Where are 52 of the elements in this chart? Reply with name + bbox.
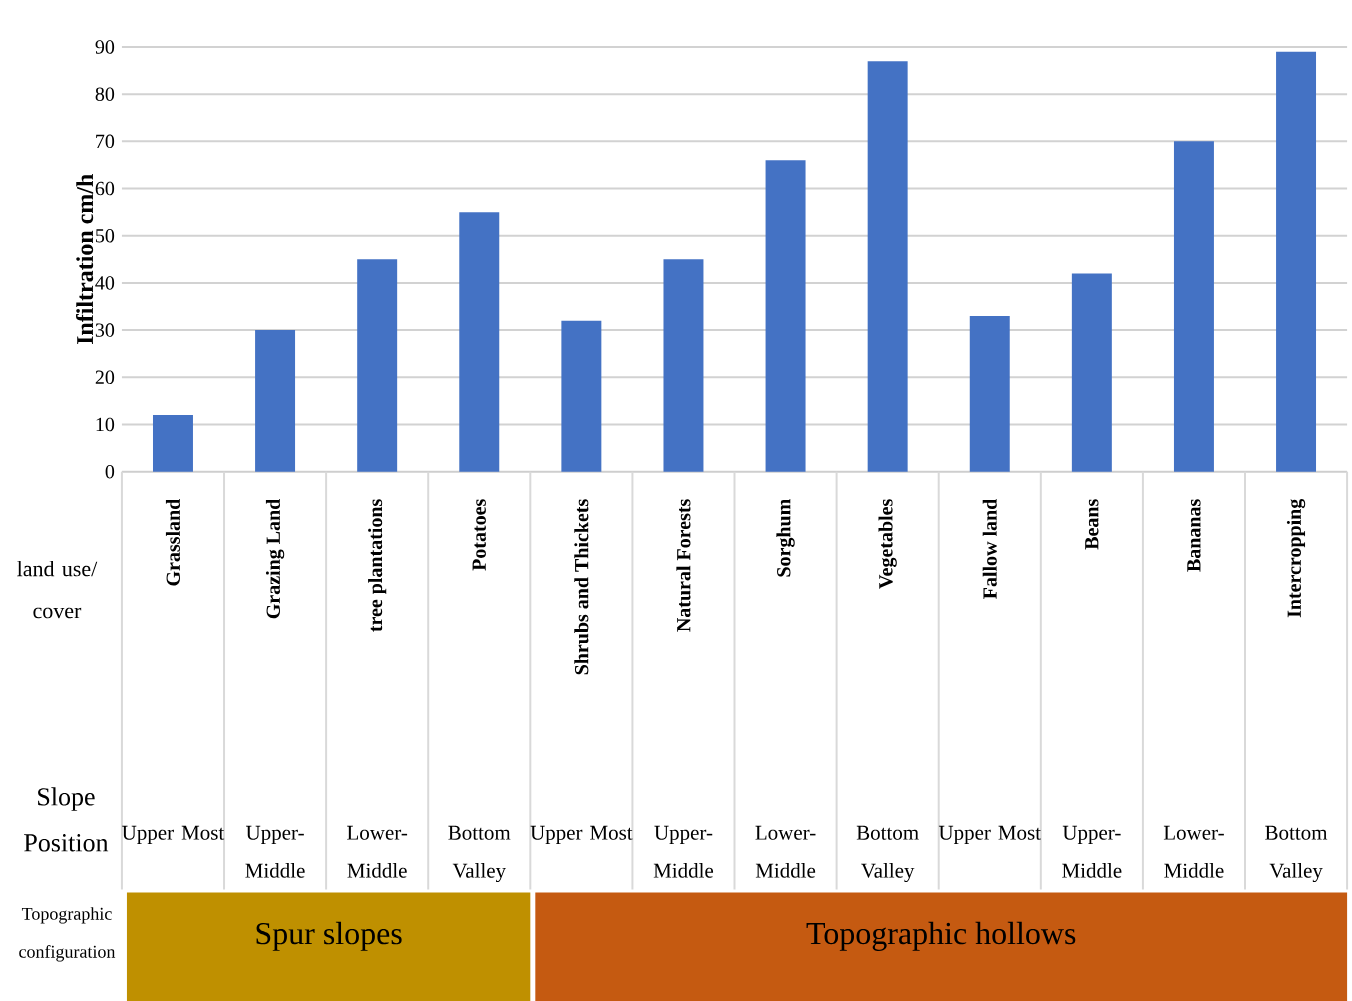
y-tick-label: 0	[105, 464, 115, 479]
bar	[765, 160, 806, 472]
y-axis-title: Infiltration cm/h	[76, 173, 94, 344]
text: Upper-Middle	[245, 825, 305, 878]
bar	[459, 211, 500, 472]
bar	[969, 315, 1010, 472]
y-tick-label: 70	[96, 134, 115, 148]
text: Lower-Middle	[347, 825, 408, 878]
y-tick-label: 60	[95, 181, 115, 196]
text: Bottom Valley	[856, 825, 919, 882]
text: Bottom Valley	[1265, 825, 1328, 882]
bar	[357, 259, 398, 472]
x-tick-label: Natural Forests	[676, 499, 691, 632]
text: Upper Most	[122, 825, 225, 844]
y-tick-label: 30	[95, 323, 115, 337]
text: Upper Most	[530, 825, 633, 844]
x-tick-label: Beans	[1085, 499, 1099, 550]
x-tick-label: Sorghum	[776, 498, 795, 577]
text: Upper Most	[938, 825, 1041, 844]
text: Spur slopes	[256, 921, 402, 951]
y-tick-label: 90	[95, 40, 115, 54]
y-tick-label: 10	[96, 417, 115, 432]
x-tick-label: Potatoes	[472, 499, 486, 571]
x-tick-label: Vegetables	[878, 499, 897, 589]
x-tick-label: Fallow land	[982, 498, 997, 599]
text: Lower-Middle	[1163, 825, 1224, 878]
y-tick-label: 40	[95, 276, 115, 290]
y-tick-label: 20	[95, 370, 115, 384]
bar	[152, 414, 193, 472]
x-tick-label: Grazing Land	[265, 498, 285, 619]
text: Lower-Middle	[755, 825, 816, 878]
text: Topographic configuration	[19, 907, 116, 962]
text: Topographic hollows	[806, 921, 1076, 951]
text: Upper-Middle	[1062, 825, 1122, 878]
bar	[1173, 141, 1214, 472]
x-tick-label: Bananas	[1187, 499, 1201, 572]
text: Upper-Middle	[653, 825, 714, 878]
y-tick-label: 50	[96, 228, 115, 243]
bar	[1071, 273, 1112, 472]
x-tick-label: Shrubs and Thickets	[574, 499, 589, 675]
bar	[867, 60, 908, 472]
bar	[561, 320, 602, 472]
bar	[255, 329, 296, 472]
y-tick-label: 80	[95, 87, 115, 101]
text: land use/ cover	[17, 560, 98, 619]
x-tick-label: tree plantations	[368, 499, 387, 632]
text: Slope Position	[24, 787, 109, 852]
text: Bottom Valley	[448, 825, 511, 882]
bar	[1276, 51, 1317, 472]
x-tick-label: Intercropping	[1286, 498, 1306, 618]
bar	[663, 259, 704, 472]
x-tick-label: Grassland	[165, 498, 180, 586]
